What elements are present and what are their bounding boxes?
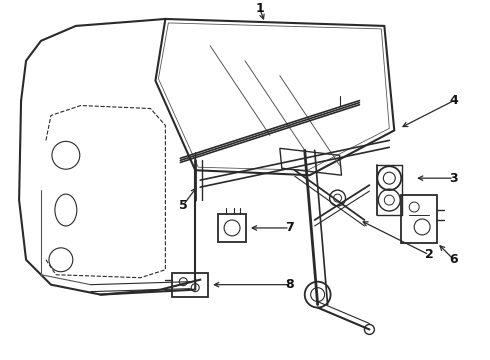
Text: 7: 7: [285, 221, 294, 234]
Text: 8: 8: [286, 278, 294, 291]
Text: 6: 6: [450, 253, 458, 266]
Text: 5: 5: [179, 199, 188, 212]
Text: 4: 4: [450, 94, 458, 107]
Text: 3: 3: [450, 172, 458, 185]
Text: 1: 1: [256, 3, 264, 15]
Text: 2: 2: [425, 248, 434, 261]
